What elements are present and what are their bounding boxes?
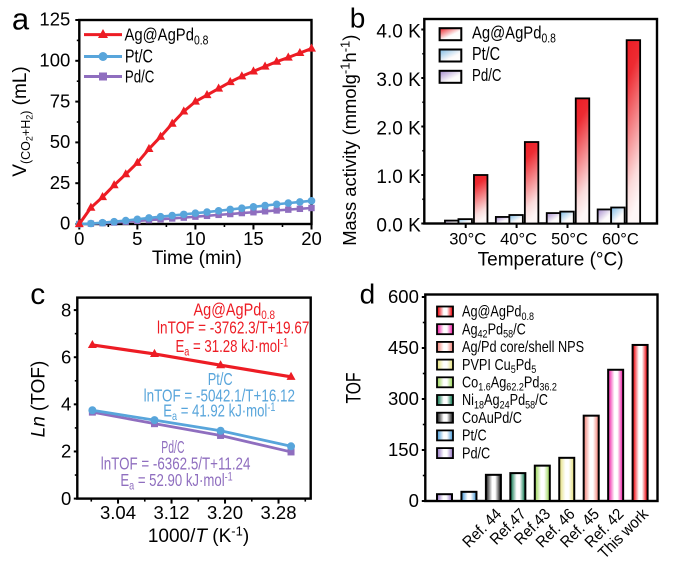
svg-text:Pt/C: Pt/C [125, 47, 153, 67]
svg-text:75: 75 [50, 90, 71, 111]
svg-text:0: 0 [74, 228, 84, 249]
svg-text:lnTOF = -6362.5/T+11.24: lnTOF = -6362.5/T+11.24 [101, 455, 251, 474]
svg-text:0: 0 [60, 213, 70, 234]
svg-text:Pd/C: Pd/C [125, 68, 154, 87]
svg-text:450: 450 [388, 337, 419, 358]
svg-text:PVPI Cu5Pd5: PVPI Cu5Pd5 [462, 357, 537, 377]
svg-text:30°C: 30°C [449, 231, 486, 249]
svg-text:0: 0 [61, 488, 71, 509]
svg-text:CoAuPd/C: CoAuPd/C [462, 410, 522, 427]
svg-text:lnTOF = -3762.3/T+19.67: lnTOF = -3762.3/T+19.67 [157, 319, 309, 338]
svg-text:c: c [30, 278, 45, 311]
svg-text:3.0 K: 3.0 K [376, 70, 421, 91]
svg-text:Ag@AgPd0.8: Ag@AgPd0.8 [194, 300, 276, 322]
svg-text:Ag42Pd58/C: Ag42Pd58/C [462, 321, 526, 341]
svg-text:3.28: 3.28 [260, 502, 296, 523]
svg-text:Ea = 31.28 kJ·mol-1: Ea = 31.28 kJ·mol-1 [175, 336, 288, 359]
svg-text:Time (min): Time (min) [152, 248, 242, 269]
svg-text:1000/T (K-1): 1000/T (K-1) [148, 524, 249, 548]
svg-text:2: 2 [61, 441, 71, 462]
svg-text:Co1.6Ag62.2Pd36.2: Co1.6Ag62.2Pd36.2 [462, 374, 557, 394]
svg-text:V(CO2+H2) (mL): V(CO2+H2) (mL) [10, 66, 35, 176]
svg-text:TOF: TOF [341, 373, 365, 404]
svg-text:2.0 K: 2.0 K [376, 119, 421, 140]
svg-text:40°C: 40°C [500, 231, 537, 249]
svg-text:8: 8 [61, 299, 71, 320]
svg-text:50°C: 50°C [551, 231, 588, 249]
svg-text:Pd/C: Pd/C [472, 66, 501, 85]
svg-text:5: 5 [132, 228, 142, 249]
svg-text:15: 15 [243, 228, 264, 249]
svg-text:20: 20 [301, 228, 322, 249]
svg-text:d: d [360, 278, 376, 309]
svg-text:4: 4 [61, 394, 71, 415]
svg-text:1.0 K: 1.0 K [376, 167, 421, 188]
svg-text:b: b [350, 3, 366, 34]
svg-text:150: 150 [388, 439, 419, 460]
svg-text:Pd/C: Pd/C [462, 445, 490, 462]
svg-text:Ea = 41.92 kJ·mol-1: Ea = 41.92 kJ·mol-1 [163, 401, 275, 424]
svg-text:100: 100 [39, 50, 70, 71]
svg-text:Mass activity (mmolg-1h-1): Mass activity (mmolg-1h-1) [338, 35, 361, 246]
svg-text:3.12: 3.12 [153, 502, 189, 523]
svg-text:Pt/C: Pt/C [472, 44, 500, 64]
svg-text:25: 25 [50, 172, 71, 193]
svg-text:Ag@AgPd0.8: Ag@AgPd0.8 [472, 23, 556, 46]
svg-text:10: 10 [185, 228, 206, 249]
svg-text:3.20: 3.20 [207, 502, 243, 523]
svg-text:Ag/Pd core/shell NPS: Ag/Pd core/shell NPS [462, 339, 584, 356]
svg-text:0.0 K: 0.0 K [376, 216, 421, 237]
svg-text:0: 0 [409, 490, 419, 511]
svg-text:Ni18Ag24Pd58/C: Ni18Ag24Pd58/C [462, 392, 548, 412]
svg-text:4.0 K: 4.0 K [376, 22, 421, 43]
svg-text:3.04: 3.04 [100, 502, 136, 523]
svg-text:lnTOF = -5042.1/T+16.12: lnTOF = -5042.1/T+16.12 [144, 387, 295, 406]
svg-text:Temperature (°C): Temperature (°C) [478, 250, 624, 271]
svg-text:300: 300 [388, 388, 419, 409]
svg-text:Pt/C: Pt/C [208, 370, 233, 389]
svg-text:600: 600 [388, 286, 419, 307]
svg-text:Pt/C: Pt/C [462, 427, 487, 444]
svg-text:Ag@AgPd0.8: Ag@AgPd0.8 [462, 304, 534, 324]
svg-text:60°C: 60°C [602, 231, 639, 249]
svg-text:6: 6 [61, 346, 71, 367]
svg-text:Pd/C: Pd/C [161, 438, 184, 457]
svg-text:125: 125 [39, 9, 70, 30]
svg-text:a: a [12, 1, 30, 36]
svg-text:Ea = 52.90 kJ·mol-1: Ea = 52.90 kJ·mol-1 [120, 470, 232, 493]
svg-text:Ag@AgPd0.8: Ag@AgPd0.8 [125, 25, 209, 48]
svg-text:Ln (TOF): Ln (TOF) [29, 361, 50, 438]
svg-text:50: 50 [50, 131, 71, 152]
